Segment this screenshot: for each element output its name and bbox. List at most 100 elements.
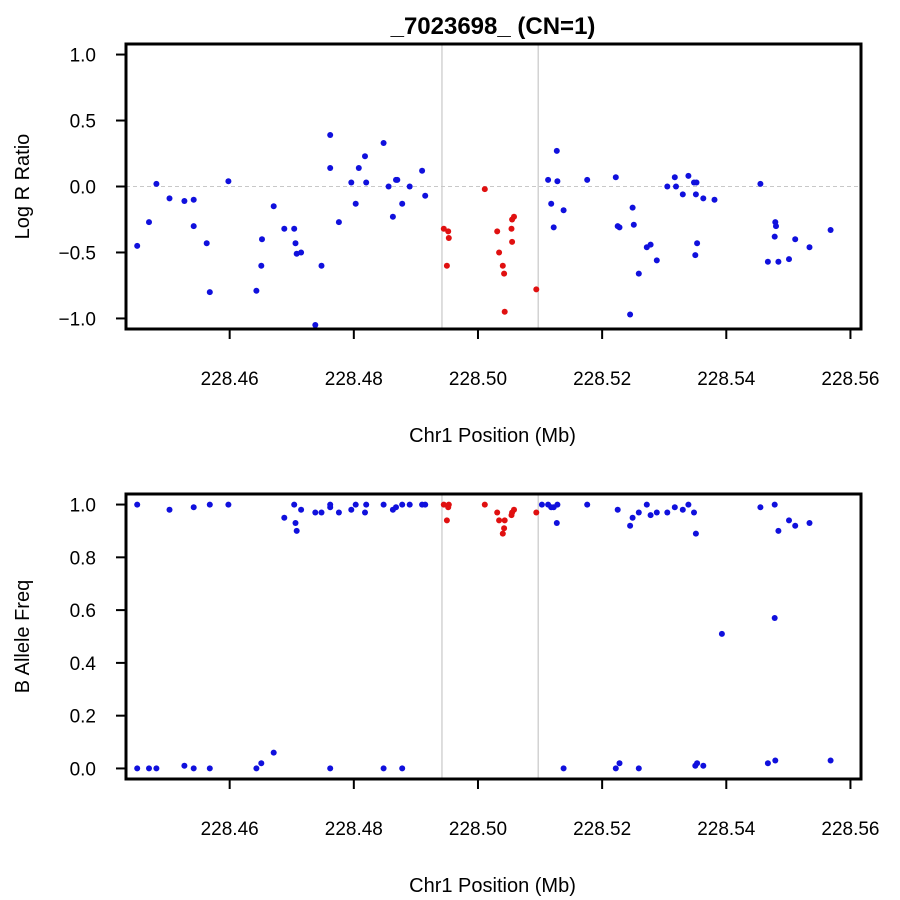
baf-point xyxy=(584,501,591,508)
lrr-point xyxy=(190,196,197,203)
baf-point xyxy=(679,506,686,513)
chart-title: _7023698_ (CN=1) xyxy=(390,13,596,40)
lrr-point xyxy=(693,179,700,186)
lrr-point xyxy=(335,219,342,226)
baf-point xyxy=(253,765,260,772)
lrr-point xyxy=(406,183,413,190)
lrr-point xyxy=(443,262,450,269)
lrr-point xyxy=(292,240,299,247)
lrr-x-tick-label: 228.46 xyxy=(201,369,259,390)
lrr-point xyxy=(348,179,355,186)
baf-point xyxy=(291,501,298,508)
lrr-point xyxy=(773,223,779,230)
lrr-point xyxy=(380,140,387,146)
baf-point xyxy=(258,760,265,767)
lrr-point xyxy=(291,225,298,232)
lrr-point xyxy=(253,287,260,294)
lrr-y-tick-label: −0.5 xyxy=(58,243,96,264)
lrr-point xyxy=(764,258,771,265)
baf-point xyxy=(806,520,813,526)
lrr-point xyxy=(664,183,671,190)
lrr-point xyxy=(635,270,642,277)
baf-panel: 228.46 228.48 228.50 228.52 228.54 228.56 0.0 0… xyxy=(12,492,880,897)
baf-point xyxy=(627,522,634,529)
baf-point xyxy=(671,504,678,511)
baf-point xyxy=(494,509,501,516)
lrr-point xyxy=(548,200,555,207)
lrr-point xyxy=(206,289,213,296)
baf-point xyxy=(691,509,697,516)
lrr-point xyxy=(685,172,692,179)
lrr-point xyxy=(362,153,368,160)
lrr-point xyxy=(584,176,591,183)
lrr-x-tick-label: 228.56 xyxy=(821,369,879,390)
baf-point xyxy=(206,501,213,508)
lrr-point xyxy=(440,225,447,232)
baf-point xyxy=(318,509,325,516)
lrr-point xyxy=(190,223,197,230)
lrr-x-tick-label: 228.48 xyxy=(325,369,383,390)
lrr-point xyxy=(385,183,392,190)
baf-point xyxy=(146,765,152,772)
baf-plot-frame xyxy=(124,492,863,781)
lrr-point xyxy=(225,178,232,185)
lrr-point xyxy=(352,200,359,207)
baf-point xyxy=(281,514,288,521)
lrr-point xyxy=(399,200,406,207)
lrr-point xyxy=(553,147,560,154)
lrr-point xyxy=(419,167,426,174)
baf-point xyxy=(298,506,305,513)
lrr-point xyxy=(554,178,561,185)
baf-point xyxy=(327,765,334,772)
baf-point xyxy=(771,615,778,621)
baf-point xyxy=(792,522,799,529)
lrr-point xyxy=(327,165,334,171)
baf-point xyxy=(496,517,503,524)
baf-point xyxy=(380,501,387,508)
baf-y-axis-label: B Allele Freq xyxy=(12,580,34,693)
baf-point xyxy=(293,527,300,534)
lrr-point xyxy=(827,227,834,233)
lrr-point xyxy=(612,174,619,181)
lrr-point xyxy=(700,195,707,202)
baf-point xyxy=(380,765,387,772)
lrr-point xyxy=(355,165,362,171)
baf-point xyxy=(653,509,660,516)
lrr-point xyxy=(508,225,515,232)
baf-point xyxy=(685,501,692,508)
baf-point xyxy=(181,762,188,769)
lrr-point xyxy=(545,176,552,183)
lrr-x-tick-label: 228.50 xyxy=(449,369,507,390)
baf-point xyxy=(481,501,488,508)
lrr-x-tick-label: 228.54 xyxy=(697,369,756,390)
lrr-point xyxy=(647,241,654,248)
baf-point xyxy=(352,501,359,508)
baf-point xyxy=(393,504,399,511)
lrr-point xyxy=(501,270,508,277)
baf-point xyxy=(775,527,782,534)
baf-point xyxy=(134,765,141,772)
lrr-point xyxy=(181,198,188,204)
baf-point xyxy=(335,509,342,516)
baf-point xyxy=(270,749,277,756)
baf-y-tick-label: 0.2 xyxy=(70,707,96,728)
lrr-point xyxy=(312,322,319,328)
baf-x-axis-label: Chr1 Position (Mb) xyxy=(409,875,576,897)
lrr-point xyxy=(629,204,636,211)
baf-point xyxy=(190,504,197,511)
baf-point xyxy=(445,501,452,508)
lrr-point xyxy=(560,207,567,214)
baf-x-tick-label: 228.56 xyxy=(821,819,879,840)
lrr-y-tick-label: −1.0 xyxy=(58,309,96,330)
baf-point xyxy=(764,760,771,767)
baf-y-tick-label: 0.0 xyxy=(70,759,96,780)
baf-y-tick-label: 0.4 xyxy=(70,654,97,675)
lrr-panel: 228.46 228.48 228.50 228.52 228.54 228.56 −1.0… xyxy=(12,42,880,447)
baf-point xyxy=(538,501,545,508)
baf-point xyxy=(614,506,621,513)
baf-x-tick-label: 228.54 xyxy=(697,819,756,840)
baf-point xyxy=(363,501,370,508)
lrr-point xyxy=(422,192,429,199)
lrr-y-tick-label: 0.0 xyxy=(70,178,96,199)
